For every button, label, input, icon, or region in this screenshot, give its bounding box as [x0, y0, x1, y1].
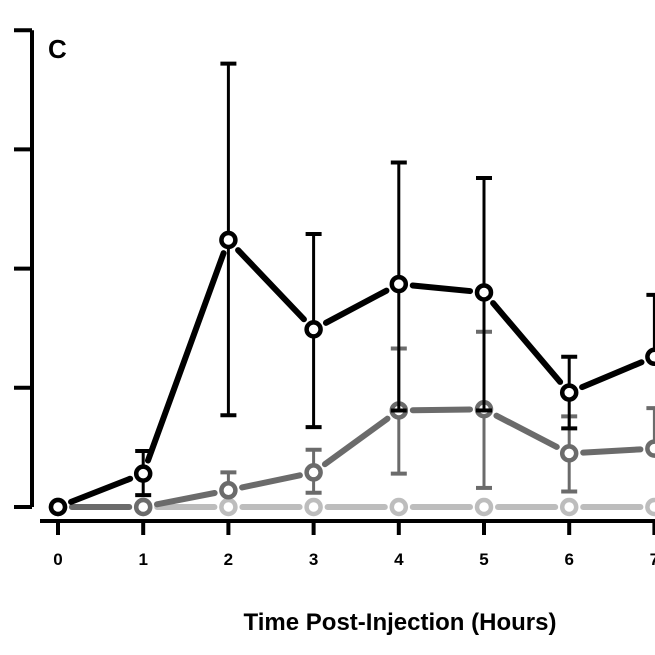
series-line-segment: [493, 412, 560, 450]
x-tick-label: 2: [224, 550, 233, 569]
series-line-segment: [409, 406, 474, 414]
x-tick-label: 7: [650, 550, 655, 569]
data-point: [304, 320, 323, 339]
x-tick-label: 0: [53, 550, 62, 569]
series-layer: [48, 61, 655, 517]
data-point: [559, 383, 579, 402]
data-point: [645, 497, 655, 517]
x-tick-label: 1: [138, 550, 147, 569]
series-line-segment: [409, 282, 474, 295]
data-point: [133, 497, 153, 517]
panel-label: C: [48, 34, 67, 64]
series-line-segment: [321, 415, 391, 468]
data-point: [645, 347, 655, 367]
x-tick-label: 6: [564, 550, 573, 569]
series-line-segment: [490, 300, 564, 385]
series-line-segment: [322, 287, 390, 326]
axes: [14, 28, 655, 535]
x-tick-label: 3: [309, 550, 318, 569]
x-axis-label: Time Post-Injection (Hours): [244, 609, 557, 636]
x-tick-labels: 0 1 2 3 4 5 6 7: [53, 550, 655, 569]
data-point: [219, 230, 238, 250]
data-point: [645, 439, 655, 458]
series-line-segment: [144, 250, 227, 464]
series-line-segment: [68, 475, 134, 505]
series-line-segment: [579, 359, 645, 391]
series-line-segment: [235, 247, 307, 323]
series-1: [48, 329, 655, 517]
data-point: [219, 481, 238, 500]
series-line-segment: [239, 472, 303, 491]
data-point: [389, 274, 409, 294]
series-line-segment: [580, 446, 644, 456]
data-point: [559, 444, 579, 463]
data-point: [304, 497, 323, 517]
x-tick-label: 4: [394, 550, 404, 569]
data-point: [389, 497, 409, 517]
data-point: [559, 497, 579, 517]
data-point: [133, 464, 153, 483]
data-point: [474, 497, 494, 517]
x-tick-label: 5: [479, 550, 488, 569]
data-point: [304, 463, 323, 482]
data-point: [219, 497, 238, 517]
data-point: [474, 283, 494, 302]
series-line-segment: [153, 490, 218, 508]
data-point: [48, 497, 68, 517]
series-0: [48, 61, 655, 517]
